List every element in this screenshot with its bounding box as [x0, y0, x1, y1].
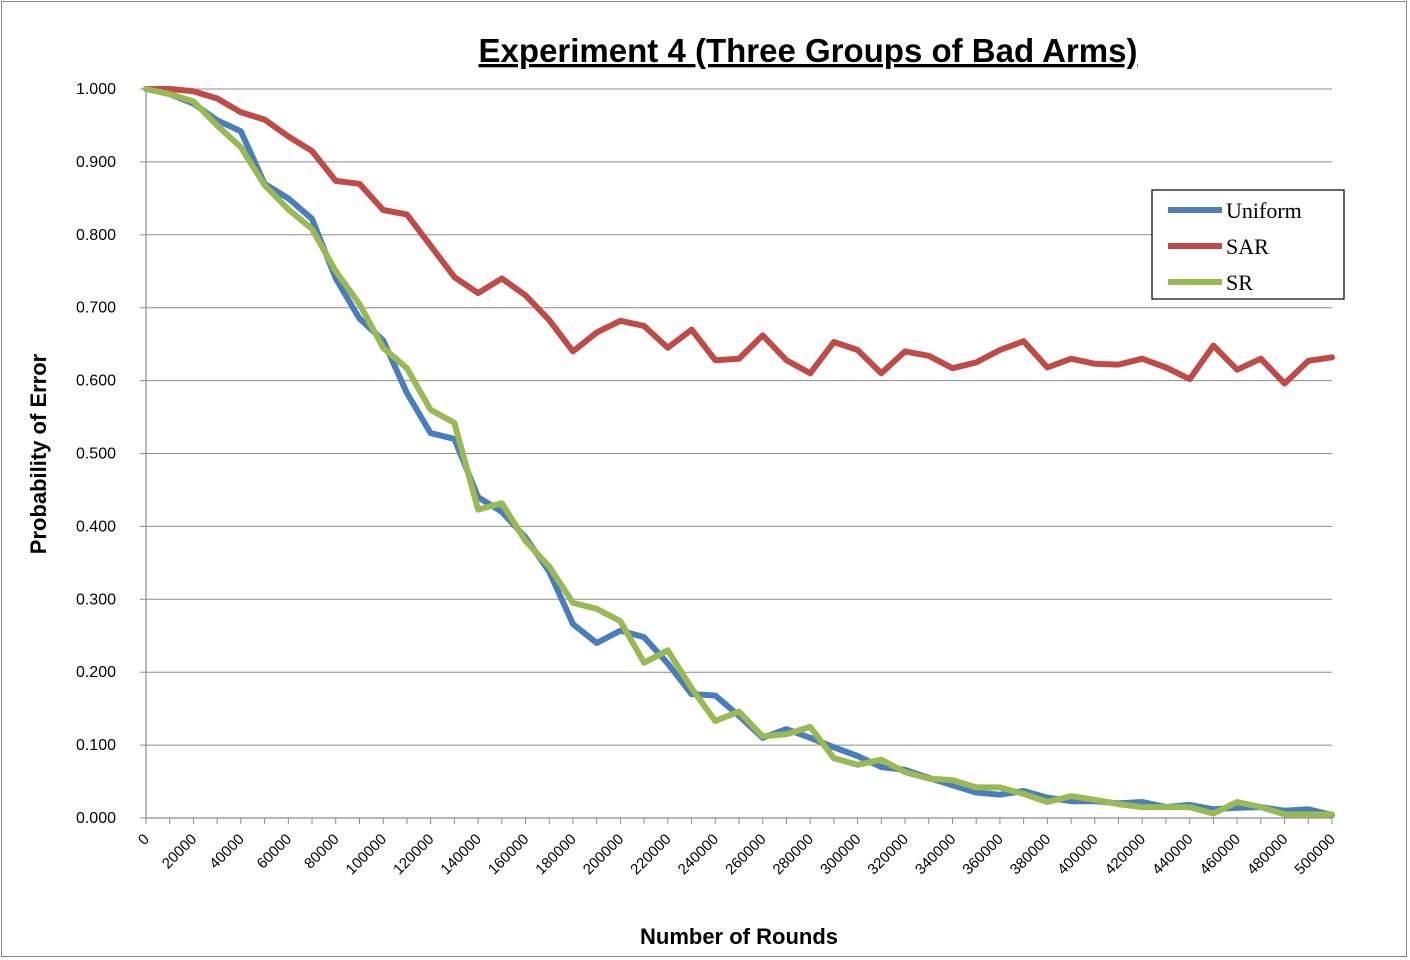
x-tick-label: 440000	[1149, 831, 1196, 878]
series-line-sr	[143, 86, 1335, 818]
x-tick-label: 240000	[675, 831, 722, 878]
x-axis-title: Number of Rounds	[640, 924, 838, 949]
x-tick-label: 200000	[580, 831, 627, 878]
y-tick-label: 0.700	[76, 300, 116, 317]
y-axis-ticks: 0.000 0.100 0.200 0.300 0.400 0.500 0.600 0.700…	[76, 81, 146, 827]
x-tick-label: 360000	[959, 831, 1006, 878]
x-tick-label: 480000	[1244, 831, 1291, 878]
x-tick-label: 140000	[437, 831, 484, 878]
x-tick-label: 0	[135, 831, 153, 849]
x-tick-label: 120000	[390, 831, 437, 878]
x-tick-label: 40000	[206, 831, 248, 873]
gridlines	[146, 88, 1332, 746]
y-tick-label: 0.100	[76, 737, 116, 754]
series-line-sar	[143, 86, 1335, 387]
y-tick-label: 0.400	[76, 518, 116, 535]
x-tick-label: 20000	[159, 831, 201, 873]
y-axis-title: Probability of Error	[26, 353, 51, 554]
series-lines	[143, 86, 1335, 819]
y-tick-label: 0.800	[76, 227, 116, 244]
x-tick-label: 100000	[343, 831, 390, 878]
legend-label-uniform: Uniform	[1226, 198, 1302, 223]
x-tick-label: 500000	[1291, 831, 1338, 878]
x-tick-label: 420000	[1102, 831, 1149, 878]
legend-label-sr: SR	[1226, 270, 1253, 295]
y-tick-label: 1.000	[76, 81, 116, 98]
y-tick-label: 0.900	[76, 154, 116, 171]
x-tick-label: 300000	[817, 831, 864, 878]
x-tick-label: 180000	[532, 831, 579, 878]
x-axis-ticks: 0 20000 40000 60000 80000 100000 120000 140000 1…	[135, 818, 1339, 878]
y-tick-label: 0.200	[76, 664, 116, 681]
legend-label-sar: SAR	[1226, 234, 1269, 259]
x-tick-label: 60000	[254, 831, 296, 873]
y-tick-label: 0.600	[76, 373, 116, 390]
x-tick-label: 380000	[1007, 831, 1054, 878]
y-tick-label: 0.300	[76, 591, 116, 608]
x-tick-label: 460000	[1197, 831, 1244, 878]
legend: Uniform SAR SR	[1151, 189, 1345, 300]
x-tick-label: 160000	[485, 831, 532, 878]
x-tick-label: 280000	[770, 831, 817, 878]
x-tick-label: 80000	[301, 831, 343, 873]
chart-title: Experiment 4 (Three Groups of Bad Arms)	[479, 32, 1138, 69]
x-tick-label: 400000	[1054, 831, 1101, 878]
x-tick-label: 340000	[912, 831, 959, 878]
y-tick-label: 0.000	[76, 810, 116, 827]
x-tick-label: 260000	[722, 831, 769, 878]
x-tick-label: 320000	[864, 831, 911, 878]
x-tick-label: 220000	[627, 831, 674, 878]
y-tick-label: 0.500	[76, 446, 116, 463]
